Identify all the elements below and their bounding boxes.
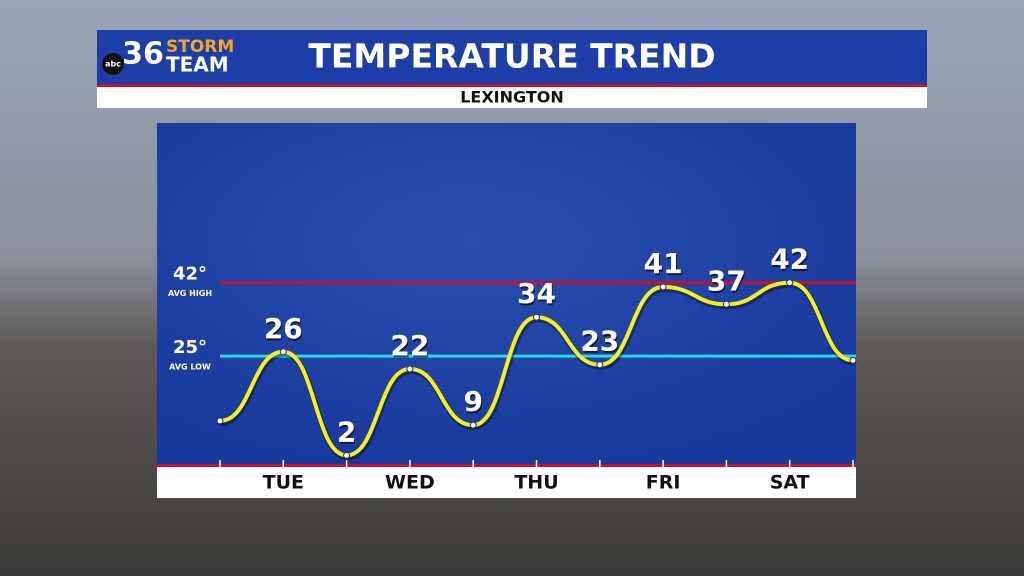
x-tick-label: TUE <box>263 472 304 494</box>
plot-rule <box>157 464 856 467</box>
header-bar <box>97 30 927 86</box>
reference-label: 25° <box>173 337 207 358</box>
chart-title: TEMPERATURE TREND <box>308 37 715 76</box>
point <box>533 313 540 321</box>
logo-word: TEAM <box>166 53 229 77</box>
point <box>722 300 730 308</box>
plot-area <box>157 123 856 464</box>
value-label-shadow: 37 <box>708 266 747 299</box>
header-rule <box>97 84 927 87</box>
value-label-shadow: 23 <box>581 327 620 360</box>
logo-network: abc <box>105 60 121 69</box>
point <box>596 361 604 369</box>
value-label: 26 <box>264 312 303 345</box>
chart-subtitle: LEXINGTON <box>460 88 564 107</box>
value-label: 22 <box>390 329 429 362</box>
logo-word: STORM <box>166 37 234 57</box>
subtitle-bar <box>97 87 927 108</box>
value-label-shadow: 34 <box>518 279 557 312</box>
logo-number: 36 <box>122 37 164 72</box>
value-label: 2 <box>337 415 356 448</box>
value-label-shadow: 26 <box>265 314 304 347</box>
value-label: 34 <box>517 277 556 310</box>
value-label-shadow: 22 <box>391 331 430 364</box>
value-label: 9 <box>463 385 482 418</box>
value-label-shadow: 9 <box>464 387 483 420</box>
value-label-shadow: 42 <box>771 245 810 278</box>
point <box>406 365 414 373</box>
point <box>659 283 667 291</box>
point <box>216 417 224 425</box>
logo-badge <box>102 53 124 75</box>
value-label: 37 <box>707 264 746 297</box>
point <box>849 356 857 364</box>
value-label-shadow: 2 <box>338 417 357 450</box>
value-label-shadow: 41 <box>645 249 684 282</box>
reference-label: 42° <box>173 264 207 285</box>
x-tick-label: THU <box>514 472 558 494</box>
point <box>279 348 287 356</box>
x-tick-label: FRI <box>646 472 681 494</box>
point <box>343 451 351 459</box>
x-tick-label: SAT <box>770 472 810 494</box>
value-label: 23 <box>580 325 619 358</box>
value-label: 42 <box>770 243 809 276</box>
x-tick-label: WED <box>385 472 435 494</box>
point <box>469 421 477 429</box>
value-label: 41 <box>644 247 683 280</box>
reference-name: AVG HIGH <box>168 289 212 298</box>
reference-name: AVG LOW <box>169 363 211 372</box>
trend-line <box>219 280 854 458</box>
point <box>786 279 794 287</box>
